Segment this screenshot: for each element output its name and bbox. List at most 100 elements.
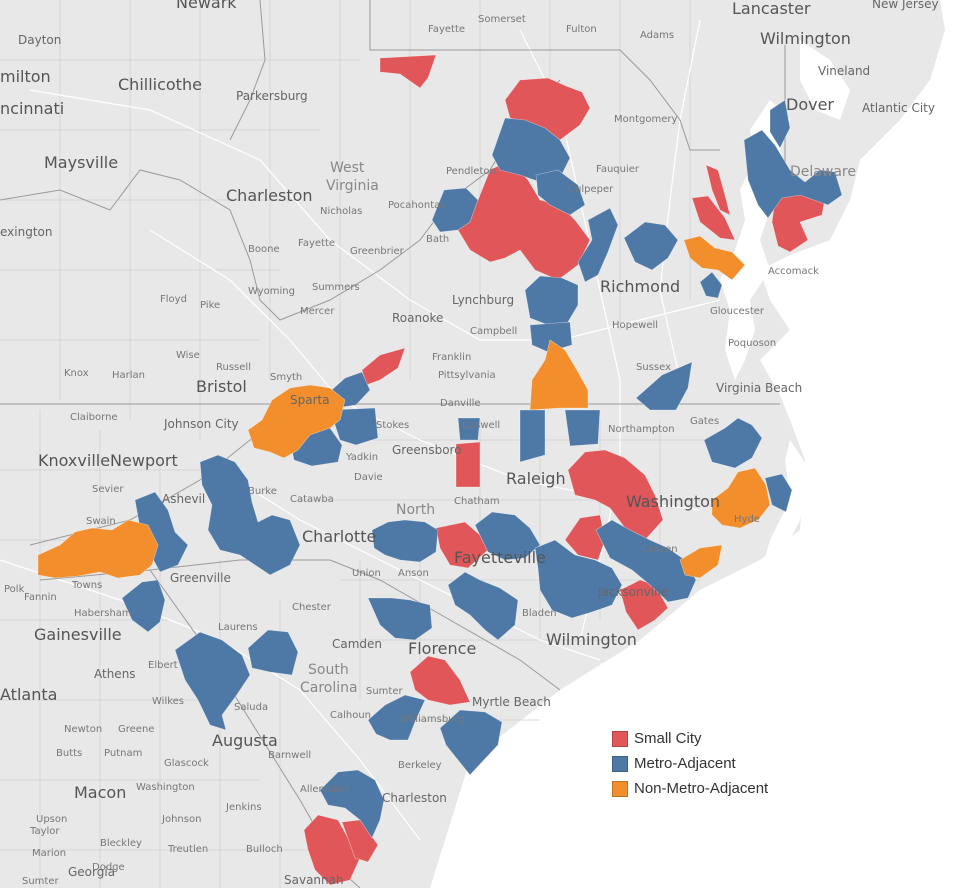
county-metro-adjacent[interactable] [577,207,619,283]
county-metro-adjacent[interactable] [329,407,379,446]
label-marion: Marion [32,848,66,859]
county-small-city[interactable] [379,54,437,89]
label-cincinnati: ncinnati [0,99,64,118]
label-dover: Dover [786,95,834,114]
county-metro-adjacent[interactable] [247,629,299,676]
county-small-city[interactable] [409,655,471,706]
county-small-city[interactable] [361,347,406,386]
county-metro-adjacent[interactable] [699,271,723,299]
label-laurens: Laurens [218,622,258,633]
county-small-city[interactable] [619,579,669,631]
county-small-city[interactable] [303,814,361,886]
label-jacksonville: Jacksonville [597,585,668,599]
label-gloucester: Gloucester [710,306,765,317]
label-smyth: Smyth [270,372,302,383]
county-metro-adjacent[interactable] [491,117,571,183]
county-non-metro-adjacent[interactable] [247,384,346,459]
county-metro-adjacent[interactable] [457,417,481,441]
county-metro-adjacent[interactable] [367,694,426,741]
county-small-city[interactable] [457,159,591,281]
county-metro-adjacent[interactable] [199,454,301,576]
label-caswell: Caswell [462,420,500,431]
label-accomack: Accomack [768,266,819,277]
legend-label: Metro-Adjacent [634,755,736,772]
county-metro-adjacent[interactable] [743,129,843,219]
label-greene: Greene [118,724,154,735]
county-metro-adjacent[interactable] [769,99,791,149]
label-charleston-wv: Charleston [226,186,313,205]
county-metro-adjacent[interactable] [371,519,439,563]
label-newton: Newton [64,724,102,735]
label-berkeley: Berkeley [398,760,442,771]
label-myrtle-beach: Myrtle Beach [472,695,551,709]
county-metro-adjacent[interactable] [474,511,541,561]
label-maysville: Maysville [44,153,118,172]
label-campbell: Campbell [470,326,517,337]
county-metro-adjacent[interactable] [519,409,546,463]
county-metro-adjacent[interactable] [524,275,579,326]
county-metro-adjacent[interactable] [431,187,479,233]
label-northampton: Northampton [608,424,675,435]
label-wyoming: Wyoming [248,286,295,297]
county-metro-adjacent[interactable] [534,539,623,619]
county-non-metro-adjacent[interactable] [679,544,723,579]
county-metro-adjacent[interactable] [174,631,251,731]
label-boone: Boone [248,244,280,255]
label-delaware: Delaware [790,164,856,180]
county-non-metro-adjacent[interactable] [37,519,159,579]
label-greenville: Greenville [170,571,231,585]
county-metro-adjacent[interactable] [447,571,519,641]
county-non-metro-adjacent[interactable] [711,467,771,529]
county-small-city[interactable] [455,441,481,488]
legend-label: Small City [634,730,702,747]
county-metro-adjacent[interactable] [623,221,679,271]
legend-item[interactable]: Small City [612,726,768,751]
county-non-metro-adjacent[interactable] [683,235,746,281]
county-metro-adjacent[interactable] [595,519,697,603]
label-chillicothe: Chillicothe [118,75,202,94]
label-athens: Athens [94,667,136,681]
label-nicholas: Nicholas [320,206,362,217]
label-parkersburg: Parkersburg [236,89,308,103]
label-washington-ga: Washington [136,782,195,793]
county-metro-adjacent[interactable] [703,417,763,469]
county-small-city[interactable] [705,164,731,216]
legend-item[interactable]: Metro-Adjacent [612,751,768,776]
label-chester: Chester [292,602,332,613]
label-putnam: Putnam [104,748,142,759]
label-greenbrier: Greenbrier [350,246,405,257]
label-bladen: Bladen [522,608,557,619]
county-non-metro-adjacent[interactable] [529,339,589,411]
label-craven: Craven [642,544,678,555]
county-small-city[interactable] [691,195,736,241]
label-yadkin: Yadkin [345,452,378,463]
county-small-city[interactable] [341,819,379,863]
county-metro-adjacent[interactable] [635,361,693,411]
label-calhoun: Calhoun [330,710,371,721]
county-small-city[interactable] [567,449,664,541]
county-fills [37,54,843,886]
label-savannah: Savannah [284,873,344,887]
label-knox: Knox [64,368,89,379]
label-chatham: Chatham [454,496,500,507]
label-georgia: Georgia [68,865,115,879]
county-metro-adjacent[interactable] [319,769,385,839]
label-asheville: Ashevil [162,492,205,506]
label-johnson-city: Johnson City [163,417,239,431]
county-metro-adjacent[interactable] [535,169,586,216]
label-knoxville: KnoxvilleNewport [38,451,178,470]
label-hopewell: Hopewell [612,320,658,331]
legend-item[interactable]: Non-Metro-Adjacent [612,776,768,801]
county-metro-adjacent[interactable] [564,409,601,447]
county-metro-adjacent[interactable] [764,473,793,513]
county-small-city[interactable] [435,521,489,569]
label-charleston-sc: Charleston [382,791,447,805]
county-metro-adjacent[interactable] [439,709,503,776]
label-somerset: Somerset [478,14,526,25]
county-metro-adjacent[interactable] [367,597,433,641]
county-metro-adjacent[interactable] [121,579,166,633]
label-polk: Polk [4,584,25,595]
label-swain: Swain [86,516,116,527]
label-saluda: Saluda [234,702,268,713]
